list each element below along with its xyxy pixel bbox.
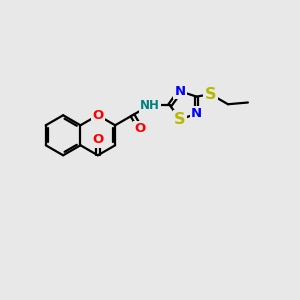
Text: S: S bbox=[205, 87, 216, 102]
Text: O: O bbox=[92, 109, 103, 122]
Text: S: S bbox=[174, 112, 186, 127]
Text: N: N bbox=[191, 107, 202, 120]
Text: O: O bbox=[92, 134, 103, 146]
Text: N: N bbox=[175, 85, 186, 98]
Text: NH: NH bbox=[140, 99, 160, 112]
Text: O: O bbox=[134, 122, 146, 135]
